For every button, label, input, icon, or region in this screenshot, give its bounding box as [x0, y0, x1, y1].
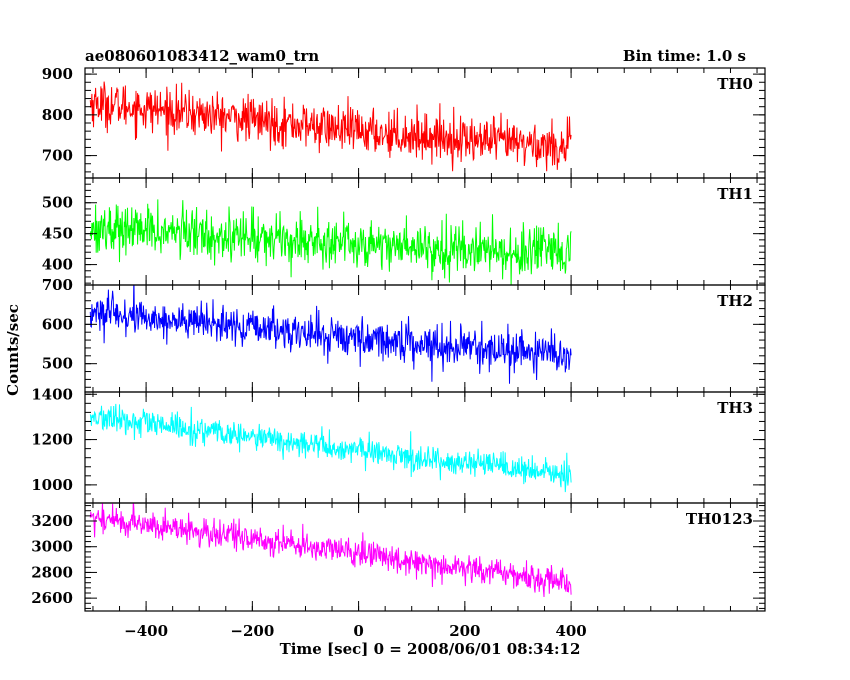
y-tick-label: 700 [42, 276, 73, 294]
y-tick-label: 500 [42, 355, 73, 373]
y-tick-label: 900 [42, 65, 73, 83]
x-tick-label: −400 [124, 622, 168, 640]
y-tick-label: 800 [42, 106, 73, 124]
panel-label: TH0 [717, 75, 753, 93]
panel-label: TH0123 [686, 510, 753, 528]
panel-label: TH1 [717, 185, 753, 203]
y-tick-label: 1200 [31, 431, 73, 449]
series-line-th0123 [89, 503, 572, 598]
panels-group: 700 800 900 TH0 400 450 500 TH1 500 600 700 TH2 1000… [31, 65, 766, 640]
x-tick-label: 200 [449, 622, 480, 640]
panel-th1: 400 450 500 TH1 [42, 177, 766, 286]
x-tick-label: 0 [353, 622, 363, 640]
chart-title: ae080601083412_wam0_trn [85, 47, 319, 65]
y-tick-label: 700 [42, 147, 73, 165]
panel-label: TH2 [717, 292, 753, 310]
y-tick-label: 3000 [31, 538, 73, 556]
panel-th0: 700 800 900 TH0 [42, 65, 766, 179]
series-line-th2 [89, 285, 572, 384]
panel-frame [84, 502, 766, 612]
panel-th2: 500 600 700 TH2 [42, 276, 766, 393]
y-tick-label: 450 [42, 225, 73, 243]
y-tick-label: 3200 [31, 512, 73, 530]
panel-th3: 1000 1200 1400 TH3 [31, 385, 766, 504]
series-line-th3 [89, 403, 572, 493]
y-tick-label: 2600 [31, 589, 73, 607]
panel-th0123: 2600 2800 3000 3200 TH0123 [31, 502, 766, 612]
panel-frame [84, 391, 766, 504]
y-tick-label: 500 [42, 194, 73, 212]
x-tick-label: 400 [555, 622, 586, 640]
y-tick-label: 600 [42, 315, 73, 333]
bin-time-label: Bin time: 1.0 s [623, 47, 746, 65]
x-axis-label: Time [sec] 0 = 2008/06/01 08:34:12 [280, 640, 581, 658]
y-tick-label: 1400 [31, 385, 73, 403]
x-tick-label: −200 [230, 622, 274, 640]
y-tick-label: 1000 [31, 476, 73, 494]
series-line-th0 [89, 81, 572, 172]
y-tick-label: 2800 [31, 563, 73, 581]
series-line-th1 [89, 199, 572, 285]
y-axis-label: Counts/sec [4, 304, 22, 396]
panel-label: TH3 [717, 399, 753, 417]
y-tick-label: 400 [42, 256, 73, 274]
